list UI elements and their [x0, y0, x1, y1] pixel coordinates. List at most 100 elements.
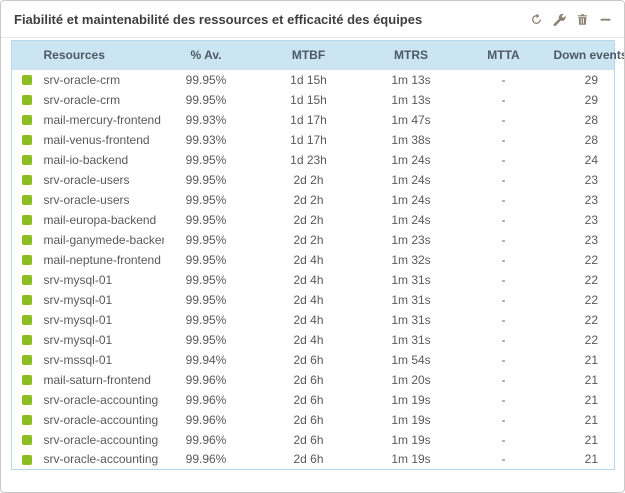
status-ok-icon: [21, 135, 32, 146]
status-ok-icon: [21, 195, 32, 206]
availability-value: 99.94%: [163, 349, 249, 370]
availability-value: 99.95%: [163, 329, 249, 350]
down-events-value: 24: [553, 149, 615, 170]
mtta-value: -: [453, 289, 554, 310]
status-ok-icon: [21, 175, 32, 186]
mtta-value: -: [453, 369, 554, 390]
mtrs-value: 1m 24s: [368, 209, 454, 230]
column-header-down-events[interactable]: Down events: [553, 40, 624, 70]
column-header-availability[interactable]: % Av.: [163, 40, 249, 70]
mtrs-value: 1m 13s: [368, 89, 454, 110]
mtrs-value: 1m 19s: [368, 449, 454, 470]
table-row[interactable]: srv-oracle-accounting 99.96% 2d 6h 1m 19…: [11, 429, 615, 450]
down-events-value: 22: [553, 269, 615, 290]
resource-name: srv-oracle-crm: [41, 69, 164, 90]
table-row[interactable]: srv-oracle-accounting 99.96% 2d 6h 1m 19…: [11, 409, 615, 430]
table-row[interactable]: mail-mercury-frontend 99.93% 1d 17h 1m 4…: [11, 109, 615, 130]
table-row[interactable]: srv-mysql-01 99.95% 2d 4h 1m 31s - 22: [11, 309, 615, 330]
mtrs-value: 1m 31s: [368, 329, 454, 350]
resource-name: srv-oracle-accounting: [41, 389, 164, 410]
status-ok-icon: [21, 275, 32, 286]
minimize-icon[interactable]: [598, 12, 612, 26]
table-row[interactable]: srv-mysql-01 99.95% 2d 4h 1m 31s - 22: [11, 329, 615, 350]
down-events-value: 22: [553, 249, 615, 270]
availability-table: Resources % Av. MTBF MTRS MTTA Down even…: [11, 40, 624, 470]
table-row[interactable]: mail-io-backend 99.95% 1d 23h 1m 24s - 2…: [11, 149, 615, 170]
status-cell: [11, 329, 42, 350]
table-row[interactable]: srv-oracle-accounting 99.96% 2d 6h 1m 19…: [11, 449, 615, 470]
availability-value: 99.95%: [163, 209, 249, 230]
mtbf-value: 2d 4h: [248, 289, 369, 310]
mtbf-value: 2d 4h: [248, 309, 369, 330]
status-ok-icon: [21, 75, 32, 86]
table-row[interactable]: mail-neptune-frontend 99.95% 2d 4h 1m 32…: [11, 249, 615, 270]
resource-name: srv-mysql-01: [41, 329, 164, 350]
mtta-value: -: [453, 329, 554, 350]
down-events-value: 23: [553, 209, 615, 230]
table-row[interactable]: mail-europa-backend 99.95% 2d 2h 1m 24s …: [11, 209, 615, 230]
table-row[interactable]: mail-saturn-frontend 99.96% 2d 6h 1m 20s…: [11, 369, 615, 390]
status-cell: [11, 109, 42, 130]
mtta-value: -: [453, 189, 554, 210]
status-cell: [11, 89, 42, 110]
resource-name: mail-io-backend: [41, 149, 164, 170]
mtrs-value: 1m 24s: [368, 189, 454, 210]
status-cell: [11, 449, 42, 470]
status-cell: [11, 69, 42, 90]
down-events-value: 22: [553, 329, 615, 350]
refresh-icon[interactable]: [529, 12, 543, 26]
mtbf-value: 2d 6h: [248, 429, 369, 450]
column-header-status[interactable]: [11, 40, 42, 70]
availability-value: 99.96%: [163, 429, 249, 450]
mtbf-value: 2d 4h: [248, 249, 369, 270]
table-row[interactable]: srv-oracle-crm 99.95% 1d 15h 1m 13s - 29: [11, 89, 615, 110]
mtbf-value: 2d 4h: [248, 329, 369, 350]
mtta-value: -: [453, 209, 554, 230]
mtbf-value: 1d 23h: [248, 149, 369, 170]
availability-value: 99.95%: [163, 69, 249, 90]
table-row[interactable]: srv-oracle-users 99.95% 2d 2h 1m 24s - 2…: [11, 169, 615, 190]
status-cell: [11, 189, 42, 210]
mtrs-value: 1m 24s: [368, 169, 454, 190]
trash-icon[interactable]: [575, 12, 589, 26]
resource-name: srv-mysql-01: [41, 309, 164, 330]
table-row[interactable]: srv-mysql-01 99.95% 2d 4h 1m 31s - 22: [11, 269, 615, 290]
mtbf-value: 1d 15h: [248, 89, 369, 110]
table-row[interactable]: srv-mssql-01 99.94% 2d 6h 1m 54s - 21: [11, 349, 615, 370]
column-header-mtbf[interactable]: MTBF: [248, 40, 369, 70]
status-ok-icon: [21, 295, 32, 306]
down-events-value: 28: [553, 129, 615, 150]
table-row[interactable]: srv-mysql-01 99.95% 2d 4h 1m 31s - 22: [11, 289, 615, 310]
column-header-mtrs[interactable]: MTRS: [368, 40, 454, 70]
down-events-value: 29: [553, 89, 615, 110]
mtbf-value: 2d 2h: [248, 209, 369, 230]
resource-name: srv-mysql-01: [41, 269, 164, 290]
status-ok-icon: [21, 255, 32, 266]
availability-value: 99.95%: [163, 169, 249, 190]
availability-value: 99.95%: [163, 149, 249, 170]
widget-title: Fiabilité et maintenabilité des ressourc…: [14, 11, 423, 27]
table-row[interactable]: srv-oracle-accounting 99.96% 2d 6h 1m 19…: [11, 389, 615, 410]
status-ok-icon: [21, 215, 32, 226]
table-row[interactable]: mail-ganymede-backend 99.95% 2d 2h 1m 23…: [11, 229, 615, 250]
widget-toolbar: [529, 12, 612, 26]
widget-titlebar: Fiabilité et maintenabilité des ressourc…: [1, 1, 624, 38]
table-row[interactable]: srv-oracle-crm 99.95% 1d 15h 1m 13s - 29: [11, 69, 615, 90]
mtrs-value: 1m 31s: [368, 309, 454, 330]
availability-value: 99.95%: [163, 289, 249, 310]
column-header-resources[interactable]: Resources: [41, 40, 164, 70]
availability-value: 99.96%: [163, 409, 249, 430]
mtbf-value: 2d 6h: [248, 449, 369, 470]
down-events-value: 22: [553, 289, 615, 310]
mtbf-value: 2d 2h: [248, 169, 369, 190]
column-header-mtta[interactable]: MTTA: [453, 40, 554, 70]
mtrs-value: 1m 24s: [368, 149, 454, 170]
down-events-value: 21: [553, 409, 615, 430]
down-events-value: 23: [553, 169, 615, 190]
status-ok-icon: [21, 455, 32, 466]
wrench-icon[interactable]: [552, 12, 566, 26]
mtrs-value: 1m 19s: [368, 389, 454, 410]
table-row[interactable]: mail-venus-frontend 99.93% 1d 17h 1m 38s…: [11, 129, 615, 150]
widget-content: Resources % Av. MTBF MTRS MTTA Down even…: [1, 38, 624, 470]
table-row[interactable]: srv-oracle-users 99.95% 2d 2h 1m 24s - 2…: [11, 189, 615, 210]
